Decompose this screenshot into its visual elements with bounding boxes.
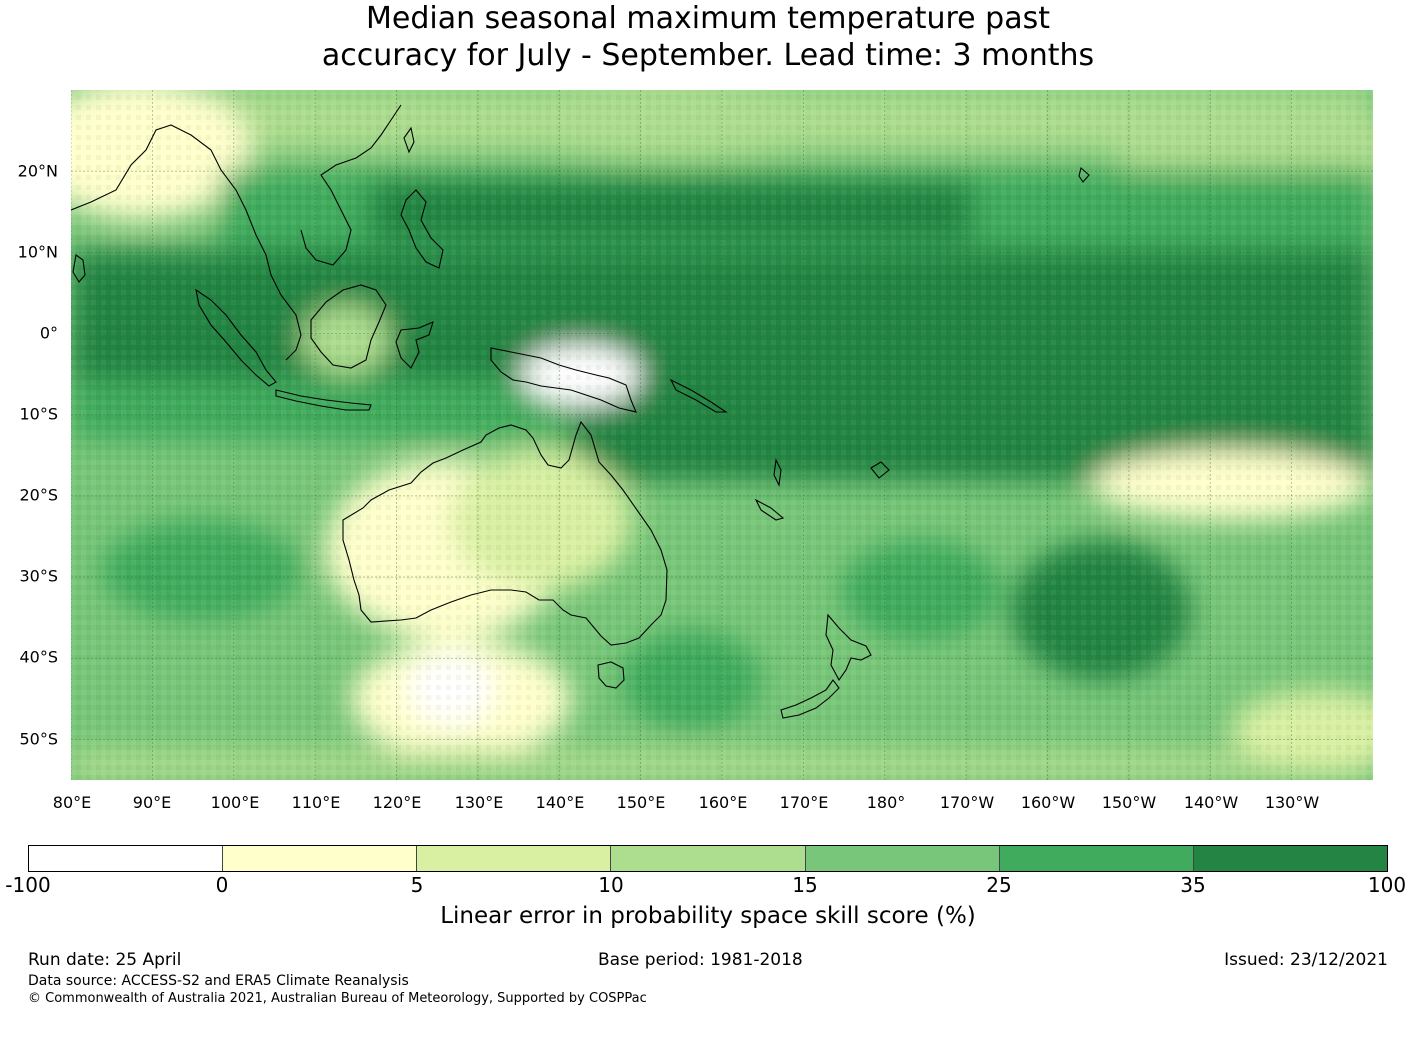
lon-label-160w: 160°W xyxy=(1020,793,1076,812)
lat-label-40s: 40°S xyxy=(19,647,58,667)
colorbar-tick: 5 xyxy=(410,873,424,897)
lat-label-0: 0° xyxy=(39,323,58,343)
lon-label-140e: 140°E xyxy=(535,793,585,812)
colorbar-tick: 10 xyxy=(598,873,624,897)
mainland-asia-coast xyxy=(71,104,402,361)
new-zealand-north xyxy=(825,613,872,682)
java-coast xyxy=(275,389,372,411)
colorbar-label: Linear error in probability space skill … xyxy=(440,903,976,929)
lon-label-150e: 150°E xyxy=(616,793,666,812)
new-guinea-coast xyxy=(490,347,637,413)
copyright: © Commonwealth of Australia 2021, Austra… xyxy=(28,991,647,1006)
colorbar-segment xyxy=(223,846,418,871)
lat-label-10n: 10°N xyxy=(17,242,58,262)
fiji-coast xyxy=(870,461,890,479)
lon-label-80e: 80°E xyxy=(52,793,92,812)
lon-label-150w: 150°W xyxy=(1101,793,1157,812)
hawaii-coast xyxy=(1078,166,1090,183)
tasmania-coast xyxy=(597,661,625,689)
colorbar-tick: 35 xyxy=(1180,873,1206,897)
colorbar-segment xyxy=(999,846,1194,871)
lat-label-10s: 10°S xyxy=(19,404,58,424)
data-source: Data source: ACCESS-S2 and ERA5 Climate … xyxy=(28,973,409,989)
lat-label-20s: 20°S xyxy=(19,485,58,505)
taiwan-coast xyxy=(403,126,415,154)
base-period: Base period: 1981-2018 xyxy=(598,950,803,970)
new-zealand-south xyxy=(780,679,840,719)
title-line-2: accuracy for July - September. Lead time… xyxy=(321,38,1095,73)
colorbar-segment xyxy=(417,846,612,871)
australia-coast xyxy=(342,420,668,646)
colorbar-tick: 25 xyxy=(986,873,1012,897)
lon-label-160e: 160°E xyxy=(698,793,748,812)
lat-label-30s: 30°S xyxy=(19,566,58,586)
lat-label-20n: 20°N xyxy=(17,161,58,181)
philippines-coast xyxy=(400,189,444,269)
colorbar-segment xyxy=(1193,846,1387,871)
lon-label-100e: 100°E xyxy=(210,793,260,812)
colorbar-tick: 0 xyxy=(215,873,229,897)
sri-lanka-coast xyxy=(72,254,86,283)
colorbar-tick: -100 xyxy=(5,873,51,897)
colorbar-segment xyxy=(805,846,1000,871)
lon-label-120e: 120°E xyxy=(372,793,422,812)
colorbar xyxy=(28,845,1388,872)
lon-label-170w: 170°W xyxy=(939,793,995,812)
colorbar-tick: 15 xyxy=(792,873,818,897)
issued-date: Issued: 23/12/2021 xyxy=(1224,950,1388,970)
lon-label-140w: 140°W xyxy=(1183,793,1239,812)
coastlines xyxy=(71,104,1090,719)
map-graticule xyxy=(71,90,1373,780)
sumatra-coast xyxy=(195,288,277,387)
lon-label-110e: 110°E xyxy=(291,793,341,812)
sulawesi-coast xyxy=(395,321,434,369)
new-caledonia-coast xyxy=(754,498,785,521)
map-title: Median seasonal maximum temperature past… xyxy=(0,0,1416,74)
lon-label-180: 180° xyxy=(866,793,906,812)
lon-label-130e: 130°E xyxy=(454,793,504,812)
map-canvas xyxy=(71,90,1373,780)
colorbar-tick: 100 xyxy=(1367,873,1407,897)
run-date: Run date: 25 April xyxy=(28,950,182,970)
skill-score-map xyxy=(71,90,1373,780)
vanuatu-coast xyxy=(773,458,782,487)
pixel-texture xyxy=(71,90,1373,780)
borneo-coast xyxy=(310,284,387,369)
title-line-1: Median seasonal maximum temperature past xyxy=(366,1,1050,36)
lat-label-50s: 50°S xyxy=(19,729,58,749)
colorbar-segment xyxy=(29,846,224,871)
colorbar-segment xyxy=(611,846,806,871)
solomon-coast xyxy=(669,378,728,413)
lon-label-170e: 170°E xyxy=(779,793,829,812)
lon-label-130w: 130°W xyxy=(1264,793,1320,812)
lon-label-90e: 90°E xyxy=(132,793,172,812)
